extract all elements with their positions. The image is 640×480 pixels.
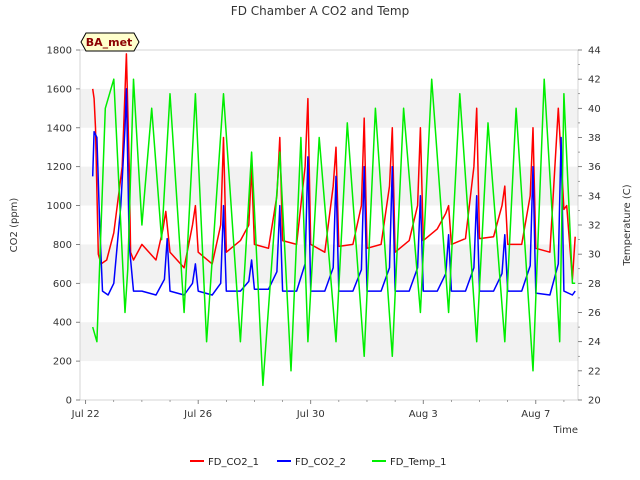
y-left-tick-label: 600 — [53, 279, 72, 290]
legend: FD_CO2_1 FD_CO2_2 FD_Temp_1 — [190, 457, 446, 468]
y-left-tick-label: 400 — [53, 318, 72, 329]
y-right-tick-label: 20 — [588, 396, 601, 407]
y-right-tick-label: 24 — [588, 337, 601, 348]
y-axis-right-title: Temperature (C) — [622, 184, 633, 266]
series-line-FD_Temp_1 — [91, 78, 576, 387]
y-right-tick-label: 32 — [588, 221, 601, 232]
y-right-tick-label: 34 — [588, 191, 601, 202]
y-left-tick-label: 200 — [53, 357, 72, 368]
x-tick-label: Aug 7 — [521, 409, 550, 420]
y-left-tick-label: 1600 — [47, 84, 72, 95]
badge-label: BA_met — [86, 36, 133, 49]
grid-band — [80, 166, 578, 206]
y-left-tick-label: 0 — [66, 396, 72, 407]
x-tick-label: Jul 30 — [296, 409, 325, 420]
y-right-tick-label: 44 — [588, 46, 601, 57]
y-right-tick-label: 36 — [588, 162, 601, 173]
x-tick-label: Aug 3 — [409, 409, 438, 420]
y-right-tick-label: 28 — [588, 279, 601, 290]
series-line-FD_CO2_1 — [91, 53, 576, 281]
y-right-tick-label: 42 — [588, 75, 601, 86]
grid-band — [80, 88, 578, 128]
left-axis: 0 200 400 600 800 1000 1200 1400 1600 1800 — [47, 46, 80, 407]
series-line-FD_CO2_2 — [91, 88, 576, 296]
y-left-tick-label: 1400 — [47, 123, 72, 134]
x-axis: Jul 22 Jul 26 Jul 30 Aug 3 Aug 7 — [71, 400, 565, 420]
y-left-tick-label: 1200 — [47, 162, 72, 173]
y-left-tick-label: 1800 — [47, 46, 72, 57]
y-left-tick-label: 1000 — [47, 201, 72, 212]
y-left-tick-label: 800 — [53, 240, 72, 251]
badge-box — [80, 32, 140, 52]
right-axis: 20 22 24 26 28 30 32 34 36 38 40 42 44 — [578, 46, 601, 407]
legend-label: FD_CO2_2 — [295, 457, 346, 468]
y-right-tick-label: 26 — [588, 308, 601, 319]
grid-band — [80, 322, 578, 362]
y-axis-left-title: CO2 (ppm) — [9, 198, 20, 253]
x-axis-title: Time — [553, 425, 578, 436]
x-tick-label: Jul 22 — [71, 409, 100, 420]
x-tick-label: Jul 26 — [183, 409, 212, 420]
legend-label: FD_CO2_1 — [208, 457, 259, 468]
badge: BA_met — [80, 32, 140, 52]
y-right-tick-label: 22 — [588, 366, 601, 377]
y-right-tick-label: 38 — [588, 133, 601, 144]
chart-title: FD Chamber A CO2 and Temp — [231, 4, 409, 18]
y-right-tick-label: 30 — [588, 250, 601, 261]
series-lines — [91, 53, 576, 387]
legend-label: FD_Temp_1 — [390, 457, 446, 468]
y-right-tick-label: 40 — [588, 104, 601, 115]
